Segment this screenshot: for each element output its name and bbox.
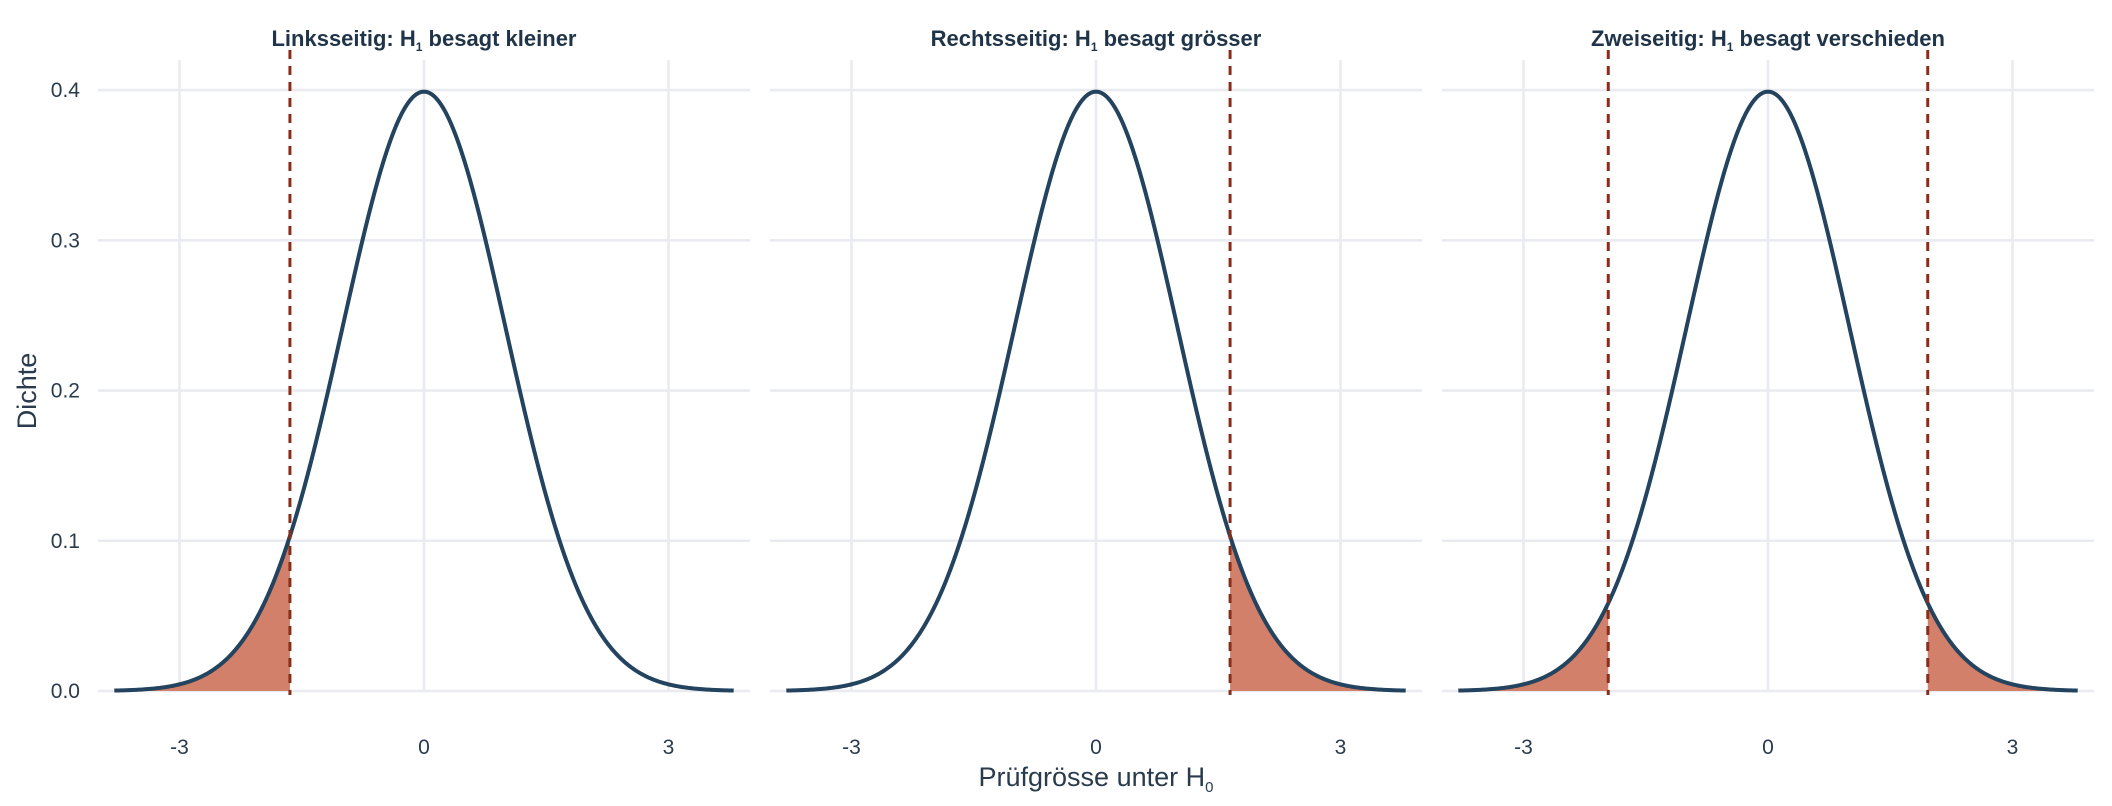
x-tick-label: 3: [2007, 736, 2019, 759]
y-axis: 0.0 0.1 0.2 0.3 0.4: [51, 79, 81, 703]
panel-title-subscript: 1: [1091, 40, 1098, 54]
panel-title-main: Zweiseitig: H: [1591, 26, 1727, 51]
x-axis-title: Prüfgrösse unter H0: [979, 762, 1214, 796]
x-tick-label: 0: [418, 736, 430, 759]
rejection-area: [1927, 603, 2078, 691]
panel-title-main: Rechtsseitig: H: [931, 26, 1091, 51]
x-tick-label: 3: [663, 736, 675, 759]
panel-2: -3 0 3 Rechtsseitig: H1 besagt grösser: [770, 26, 1422, 759]
y-tick-label: 0.0: [51, 680, 80, 703]
panel-title-subscript: 1: [416, 40, 423, 54]
panel-title: Rechtsseitig: H1 besagt grösser: [931, 26, 1262, 54]
y-tick-label: 0.2: [51, 380, 80, 403]
y-axis-title: Dichte: [12, 353, 42, 430]
rejection-area: [114, 536, 290, 691]
panel-title-rest: besagt grösser: [1098, 26, 1262, 51]
density-curve: [1457, 89, 2079, 693]
y-tick-label: 0.1: [51, 530, 80, 553]
x-tick-label: -3: [170, 736, 189, 759]
x-tick-label: 0: [1090, 736, 1102, 759]
density-curve: [785, 89, 1407, 693]
panel-title-main: Linksseitig: H: [271, 26, 415, 51]
panel-3: -3 0 3 Zweiseitig: H1 besagt verschieden: [1442, 26, 2094, 759]
panel-title-subscript: 1: [1727, 40, 1734, 54]
y-tick-label: 0.4: [51, 79, 81, 102]
panel-title: Linksseitig: H1 besagt kleiner: [271, 26, 576, 54]
x-tick-label: 3: [1335, 736, 1347, 759]
x-axis-title-main: Prüfgrösse unter H: [979, 762, 1206, 792]
density-curve: [113, 89, 735, 693]
x-tick-label: -3: [1514, 736, 1533, 759]
panel-1: -3 0 3 Linksseitig: H1 besagt kleiner: [98, 26, 750, 759]
x-tick-label: -3: [842, 736, 861, 759]
rejection-area: [1230, 536, 1406, 691]
x-tick-label: 0: [1762, 736, 1774, 759]
panel-title: Zweiseitig: H1 besagt verschieden: [1591, 26, 1945, 54]
x-axis-title-subscript: 0: [1205, 779, 1213, 796]
rejection-area: [1458, 603, 1609, 691]
panel-title-rest: besagt kleiner: [422, 26, 577, 51]
y-tick-label: 0.3: [51, 229, 80, 252]
panel-title-rest: besagt verschieden: [1733, 26, 1945, 51]
